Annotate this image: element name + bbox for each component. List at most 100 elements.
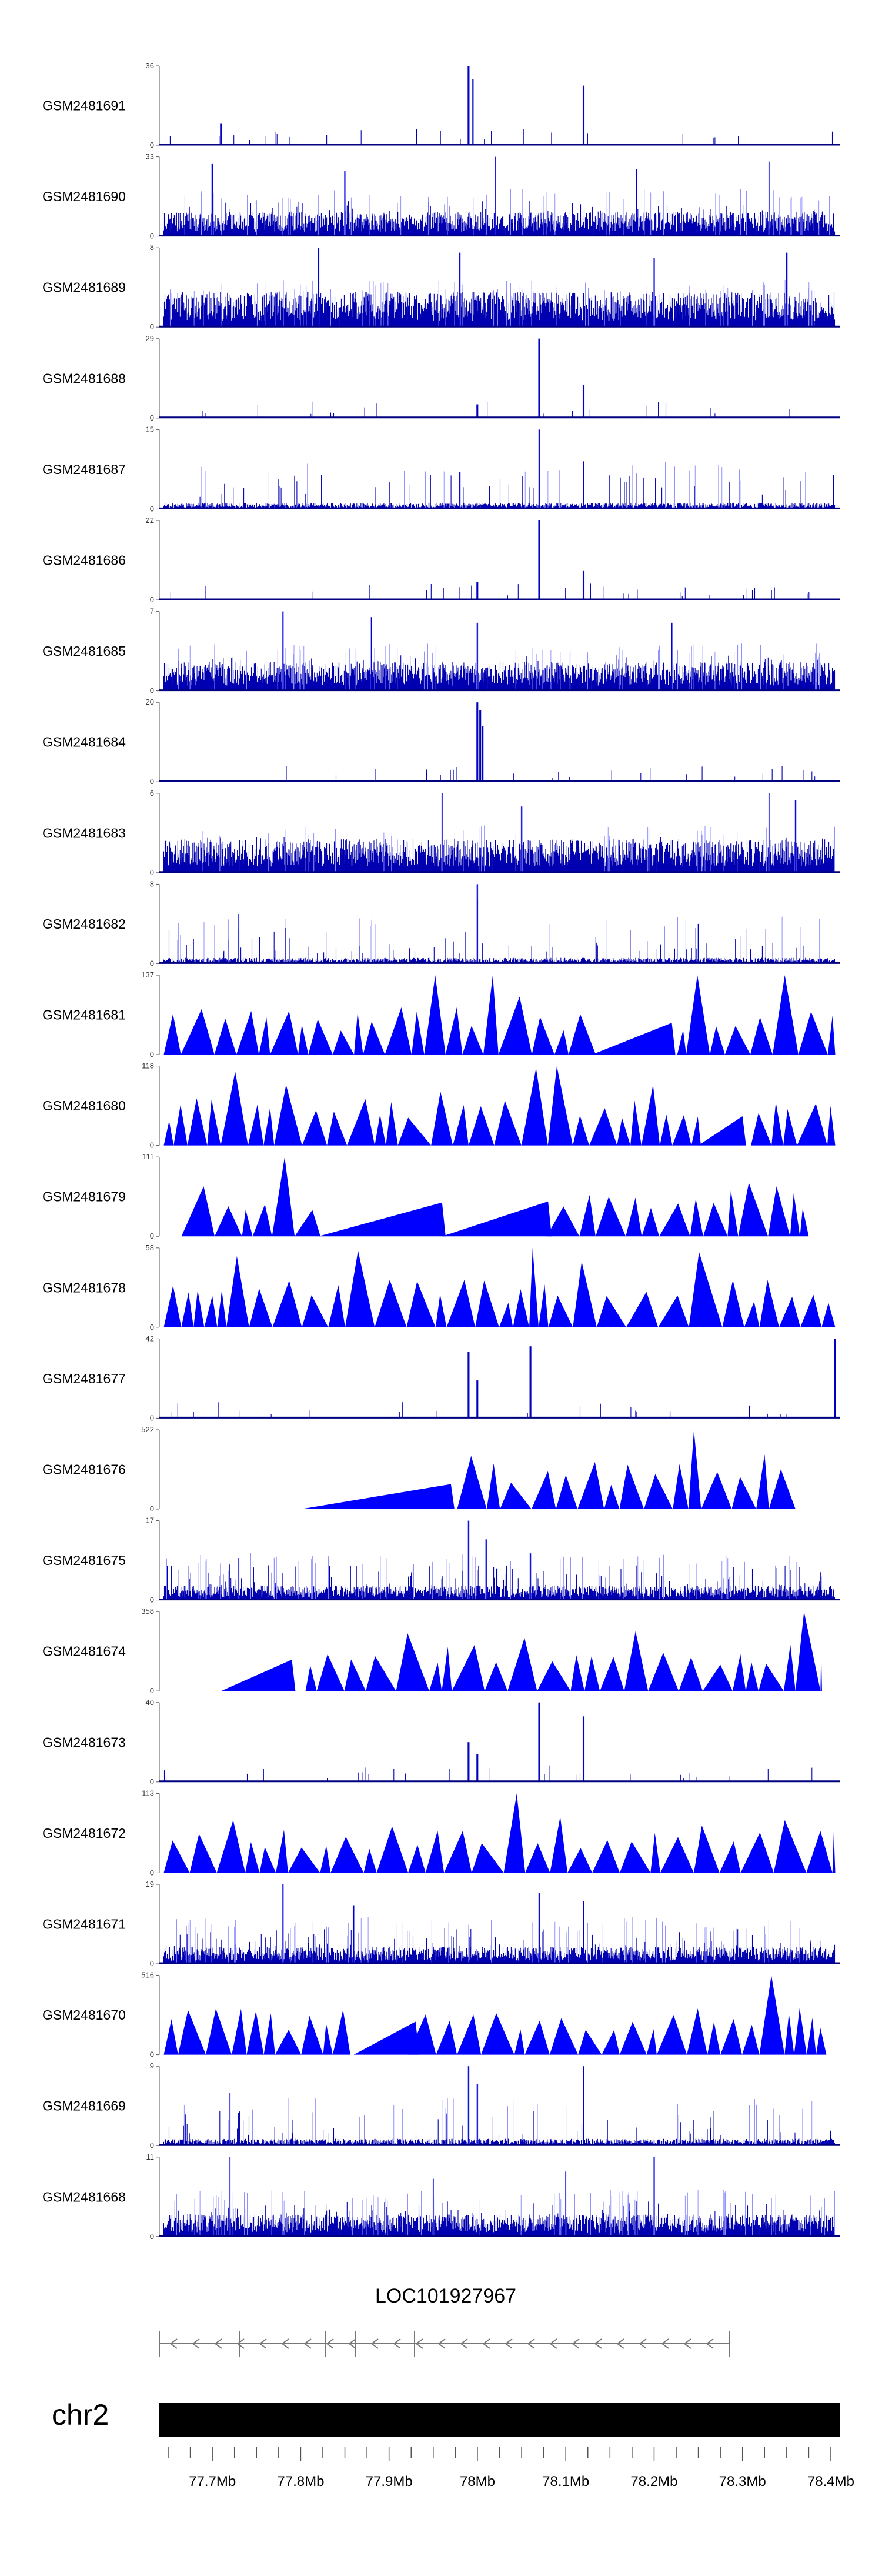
coverage-peak <box>783 1644 796 1691</box>
strand-arrow <box>192 2338 200 2349</box>
coverage-series <box>163 1702 836 1782</box>
coverage-series <box>163 1928 836 1964</box>
track-GSM2481686: GSM2481686 22 0 <box>42 516 840 604</box>
coverage-peak <box>475 1280 499 1327</box>
coverage-peak <box>592 1840 620 1873</box>
coverage-peak <box>452 1645 485 1691</box>
coverage-peak <box>573 1115 590 1146</box>
y-axis-min-label: 0 <box>150 959 154 967</box>
coverage-peak <box>701 1471 732 1509</box>
coverage-peak <box>499 1303 513 1327</box>
coverage-peak <box>481 2013 514 2055</box>
coverage-peak <box>619 2021 647 2055</box>
coverage-peak <box>806 1831 833 1873</box>
y-axis-max-label: 36 <box>146 61 154 70</box>
coverage-series <box>163 655 836 691</box>
coverage-peak <box>740 1832 774 1873</box>
coverage-peak <box>259 1847 276 1873</box>
coverage-peak <box>549 2018 579 2055</box>
coverage-peak <box>784 2013 794 2055</box>
coverage-peak <box>592 1023 676 1055</box>
y-axis-max-label: 19 <box>146 1880 154 1888</box>
track-label: GSM2481688 <box>42 371 126 386</box>
coverage-peak <box>187 1098 208 1146</box>
coverage-peak <box>406 1281 436 1327</box>
coverage-peak <box>567 1848 593 1873</box>
coverage-peak <box>539 1284 549 1327</box>
axis-tick-label: 77.8Mb <box>277 2474 324 2490</box>
coverage-peak <box>547 1066 573 1146</box>
coverage-peak <box>800 1294 822 1327</box>
track-GSM2481670: GSM2481670 516 0 <box>42 1971 827 2059</box>
strand-arrow <box>482 2338 490 2349</box>
coverage-peak <box>431 1092 453 1146</box>
track-label: GSM2481669 <box>42 2098 126 2114</box>
coverage-peak <box>732 1654 746 1691</box>
coverage-peak <box>548 1295 573 1327</box>
track-GSM2481689: GSM2481689 8 0 <box>42 243 840 331</box>
coverage-peak <box>263 1107 275 1146</box>
coverage-peak <box>275 2030 302 2055</box>
coverage-peak <box>363 1021 385 1055</box>
gene-model <box>159 2331 730 2357</box>
strand-arrow <box>281 2338 289 2349</box>
chromosome-ideogram-bar <box>159 2403 840 2437</box>
y-axis-min-label: 0 <box>150 413 154 422</box>
coverage-peak <box>507 1637 537 1691</box>
coverage-peak <box>568 1014 596 1055</box>
track-label: GSM2481674 <box>42 1644 126 1659</box>
strand-arrow <box>639 2338 647 2349</box>
track-GSM2481679: GSM2481679 111 0 <box>42 1152 809 1240</box>
coverage-peak <box>768 1186 790 1237</box>
coverage-peak <box>602 2030 620 2055</box>
track-label: GSM2481668 <box>42 2189 126 2204</box>
coverage-peak <box>245 1842 260 1873</box>
coverage-peak <box>163 1285 182 1327</box>
coverage-peak <box>514 2029 525 2055</box>
coverage-peak <box>641 1085 660 1146</box>
coverage-peak <box>468 1106 495 1146</box>
coverage-peak <box>750 1017 773 1055</box>
coverage-peak <box>710 1026 725 1055</box>
coverage-peak <box>690 1199 703 1237</box>
track-GSM2481687: GSM2481687 15 0 <box>42 425 840 513</box>
track-GSM2481685: GSM2481685 7 0 <box>42 607 840 695</box>
strand-arrow <box>594 2338 602 2349</box>
y-axis-max-label: 17 <box>146 1516 154 1525</box>
strand-arrow <box>259 2338 267 2349</box>
coverage-series <box>163 1975 827 2055</box>
track-GSM2481688: GSM2481688 29 0 <box>42 334 840 422</box>
strand-arrow <box>303 2338 312 2349</box>
y-axis-min-label: 0 <box>150 504 154 513</box>
coverage-peak <box>252 1204 272 1237</box>
coverage-peak <box>435 1294 447 1327</box>
coverage-peak <box>513 1289 530 1327</box>
coverage-peak <box>691 1116 701 1146</box>
track-GSM2481671: GSM2481671 19 0 <box>42 1880 840 1968</box>
track-GSM2481681: GSM2481681 137 0 <box>42 970 836 1059</box>
coverage-peak <box>790 1193 800 1237</box>
coverage-peak <box>577 1461 604 1509</box>
y-axis-max-label: 20 <box>146 698 154 706</box>
coverage-peak <box>163 2019 178 2055</box>
coverage-peak <box>446 1280 476 1327</box>
coverage-peak <box>263 2013 275 2055</box>
strand-arrow <box>370 2338 379 2349</box>
strand-arrow <box>549 2338 557 2349</box>
chromosome-label: chr2 <box>52 2398 109 2431</box>
coverage-peak <box>425 1830 445 1873</box>
coverage-peak <box>457 1456 487 1509</box>
coverage-peak <box>485 1662 508 1691</box>
coverage-peak <box>619 1464 644 1509</box>
coverage-peak <box>181 1009 215 1055</box>
y-axis-max-label: 15 <box>146 425 154 433</box>
strand-arrow <box>572 2338 580 2349</box>
y-axis-min-label: 0 <box>150 1959 154 1968</box>
coverage-peak <box>288 1847 320 1873</box>
axis-tick-label: 78Mb <box>460 2474 495 2490</box>
coverage-peak <box>573 1262 597 1327</box>
coverage-peak <box>698 1116 746 1146</box>
coverage-peak <box>532 1017 555 1055</box>
coverage-peak <box>626 1292 659 1327</box>
coverage-peak <box>658 1295 689 1327</box>
